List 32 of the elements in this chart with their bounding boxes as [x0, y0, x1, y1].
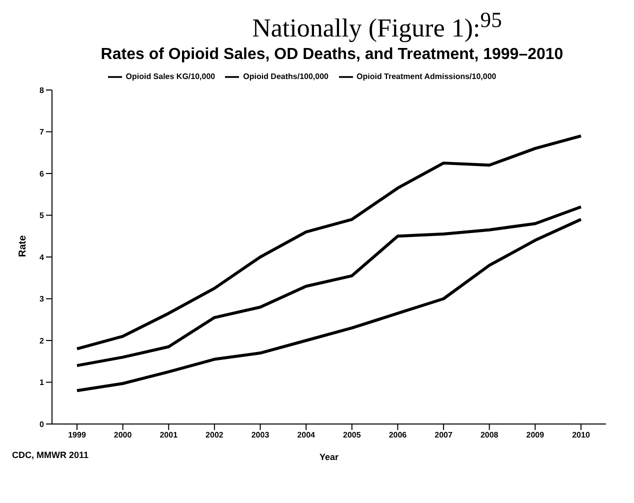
y-axis-title: Rate: [18, 234, 29, 257]
x-tick-label: 2000: [114, 430, 132, 440]
y-tick-label: 7: [40, 127, 45, 136]
line-series: [76, 205, 582, 367]
text: CDC, MMWR 2011: [12, 450, 89, 460]
x-tick-label: 2010: [572, 430, 590, 440]
chart-subtitle: Nationally (Figure 1):$^{95}$: [251, 8, 503, 44]
chart-title: Rates of Opioid Sales, OD Deaths, and Treatment, 1999–2010: [100, 46, 564, 64]
y-tick-label: 2: [40, 336, 45, 345]
x-axis-title: Year: [319, 452, 339, 462]
x-tick-label: 2003: [251, 430, 270, 440]
y-tick-label: 5: [40, 210, 45, 220]
x-tick-label: 2004: [297, 430, 316, 440]
y-tick-label: 1: [40, 378, 45, 387]
x-tick-label: 1999: [68, 430, 86, 440]
x-tick-label: 2008: [480, 430, 499, 440]
x-tick-label: 2005: [343, 430, 362, 440]
y-tick-label: 6: [40, 168, 45, 178]
legend-label: Opioid Sales KG/10,000: [126, 72, 216, 81]
x-tick-label: 2001: [160, 430, 178, 440]
x-tick-label: 2002: [206, 430, 224, 440]
legend-label: Opioid Deaths/100,000: [243, 72, 328, 81]
y-tick-label: 0: [40, 419, 45, 428]
x-tick-label: 2007: [434, 430, 453, 440]
y-tick-label: 3: [40, 294, 45, 304]
legend-label: Opioid Treatment Admissions/10,000: [356, 72, 496, 81]
y-tick-label: 4: [40, 252, 45, 262]
x-tick-label: 2009: [526, 430, 545, 440]
line-series: [76, 218, 582, 392]
line-series: [76, 134, 582, 350]
x-tick-label: 2006: [388, 430, 408, 440]
y-tick-label: 8: [40, 85, 45, 94]
